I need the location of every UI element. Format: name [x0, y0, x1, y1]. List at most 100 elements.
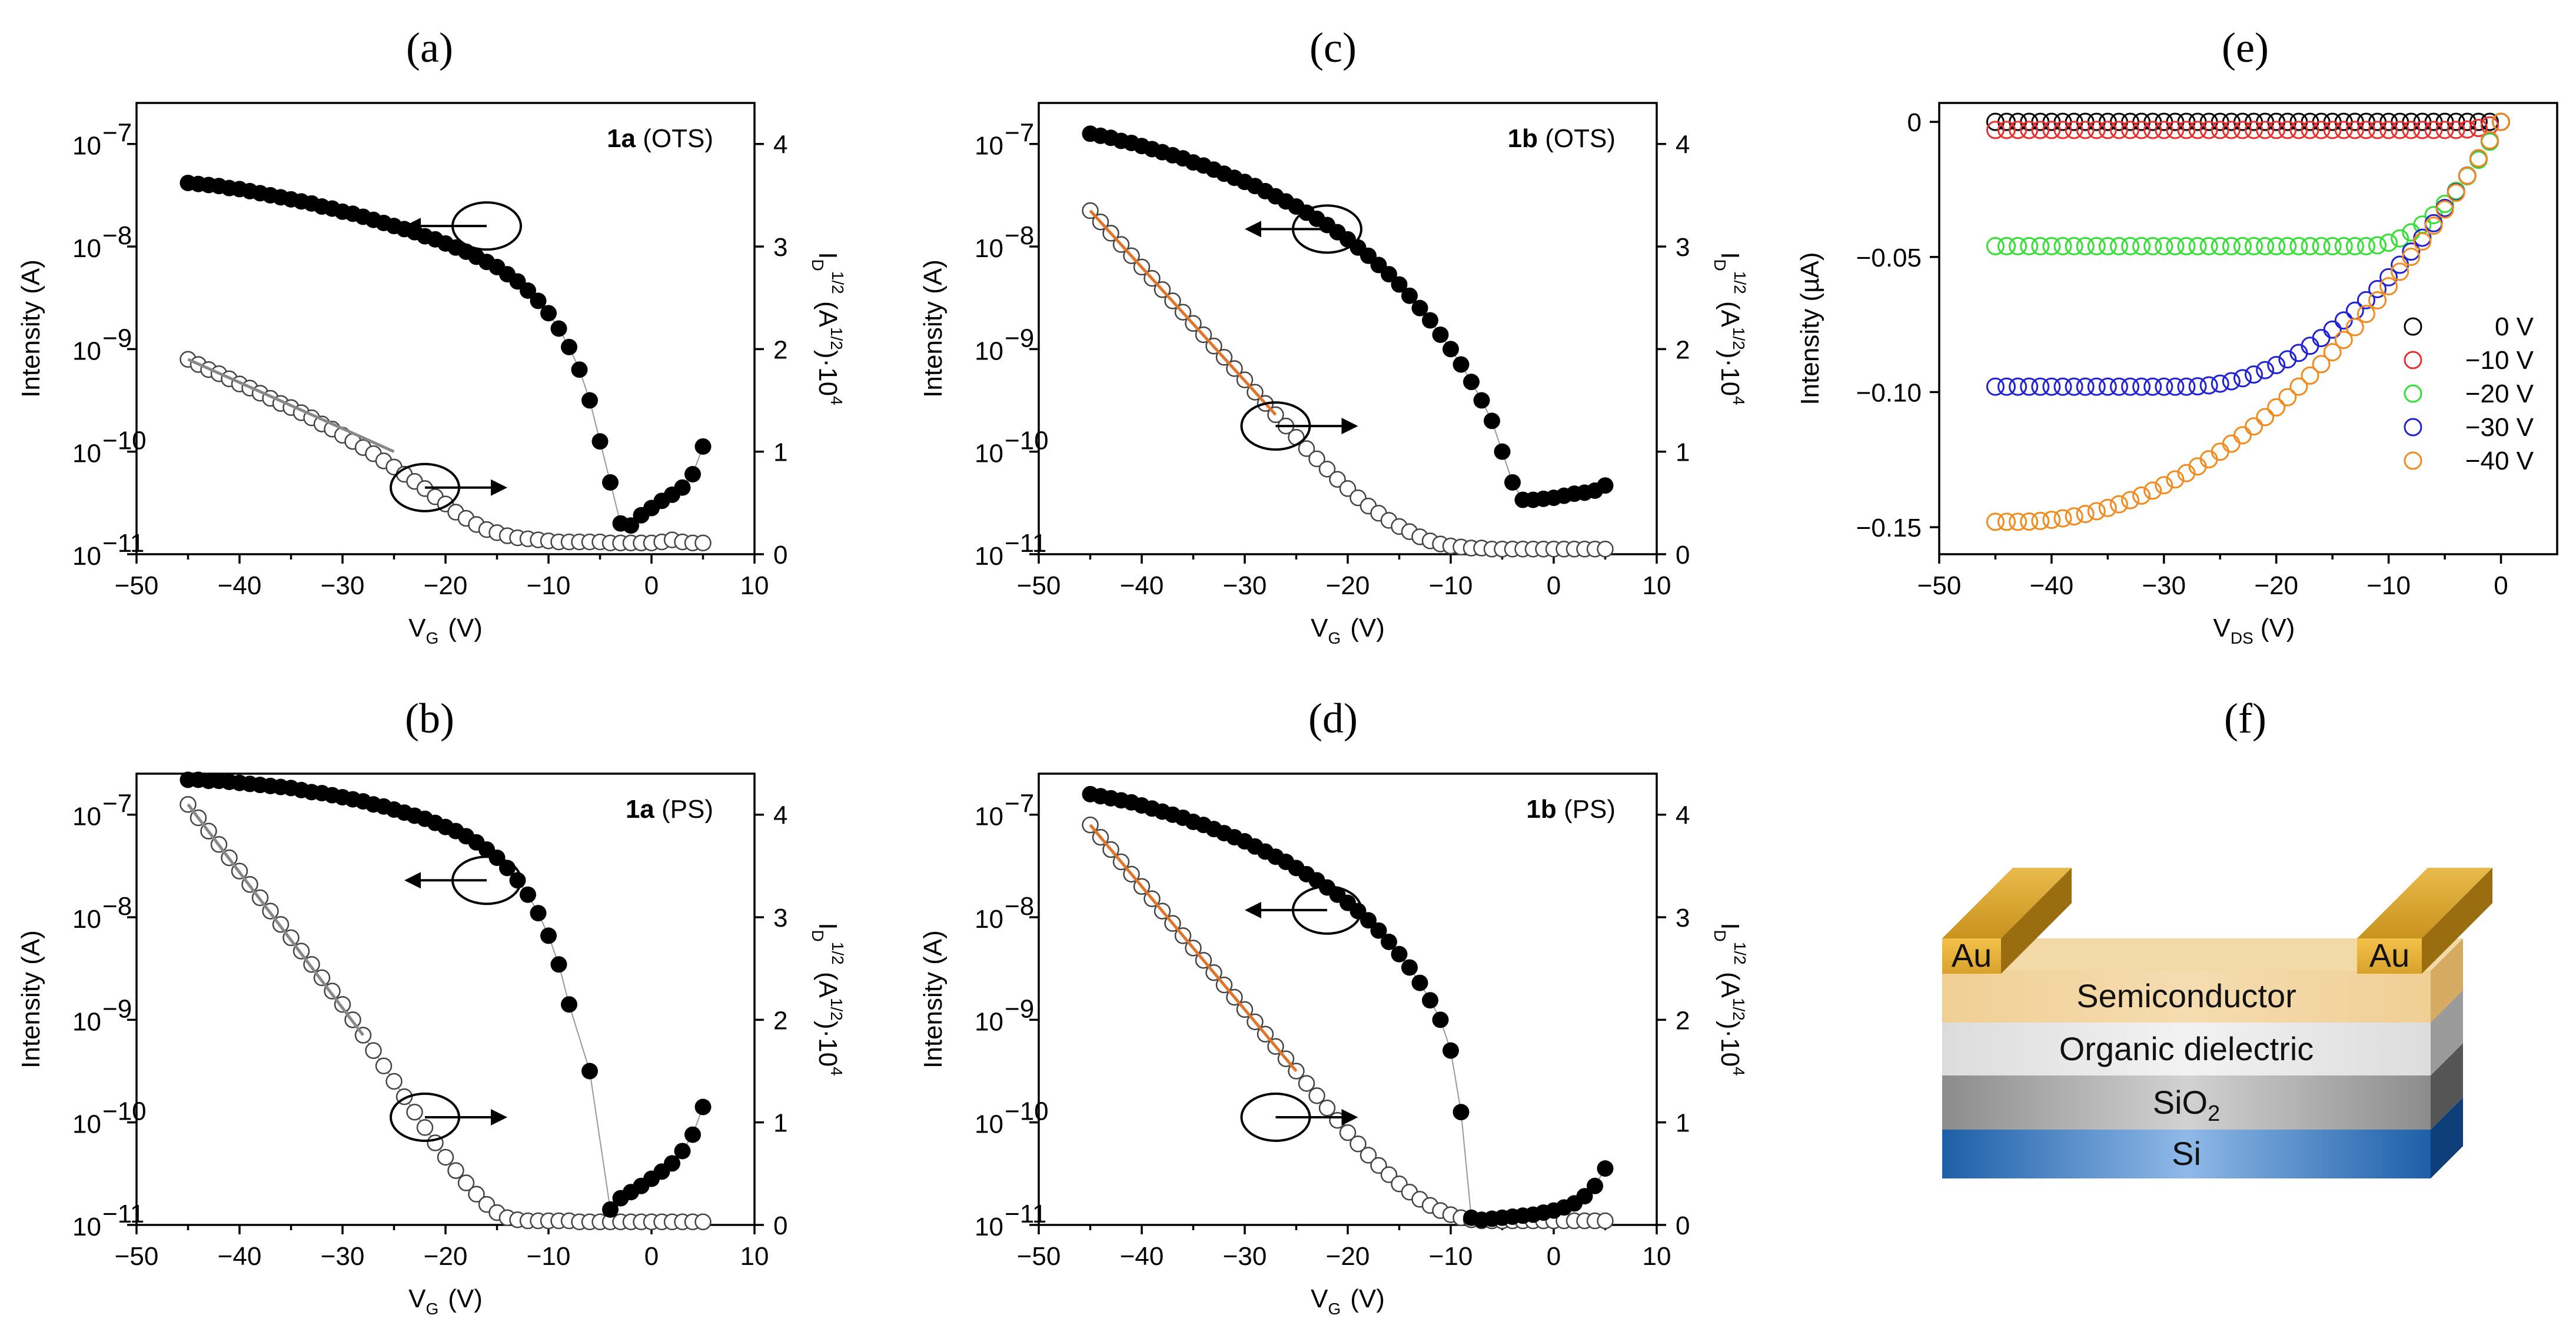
sqrt-data-point: [375, 1057, 393, 1075]
output-data-point: [2188, 377, 2207, 396]
y-axis-title-right-part: I: [813, 252, 842, 259]
y-tick-label-right: 3: [773, 904, 787, 933]
y-tick-label-right: 1: [773, 438, 787, 467]
output-data-point: [2492, 112, 2511, 131]
y-axis-title-right-part: (A: [813, 294, 842, 328]
output-data-point: [2132, 121, 2151, 139]
series-annotation: 1b (PS): [1526, 795, 1616, 824]
sqrt-data-point: [457, 1174, 475, 1191]
log-data-point: [1422, 312, 1438, 329]
log-data-point: [1391, 945, 1408, 963]
log-data-point: [674, 479, 691, 496]
x-tick-label: −30: [2142, 571, 2186, 600]
log-data-point: [520, 886, 536, 903]
y-tick-label-left: 10: [975, 1007, 1003, 1036]
x-tick-label: 0: [644, 1242, 659, 1271]
x-tick-label: −40: [1120, 571, 1164, 600]
output-data-point: [2413, 232, 2432, 251]
output-data-point: [2166, 377, 2185, 396]
y-axis-title-right-part: D: [1711, 259, 1729, 271]
y-axis-title-right-part: I: [813, 923, 842, 930]
y-axis-title-left: Intensity (A): [16, 259, 45, 398]
output-data-point: [2211, 237, 2229, 255]
legend-marker: [2404, 418, 2422, 437]
y-tick-label-left: 10: [72, 234, 101, 263]
sqrt-data-point: [406, 1104, 423, 1121]
left-axis-arrow-head: [1245, 901, 1261, 918]
output-data-point: [2391, 262, 2409, 281]
y-tick-label-exponent: −7: [1005, 790, 1034, 818]
sqrt-data-point: [694, 1213, 712, 1231]
output-data-point: [2009, 377, 2027, 396]
right-axis-arrow-head: [491, 1108, 507, 1125]
output-data-point: [2087, 121, 2106, 139]
y-tick-label-exponent: −8: [1005, 221, 1034, 250]
x-tick-label: −20: [1326, 1242, 1370, 1271]
x-tick-label: −30: [1223, 1242, 1267, 1271]
output-data-point: [2087, 502, 2106, 521]
x-axis-title-unit: (V): [1350, 614, 1385, 642]
si-label: Si: [2172, 1135, 2201, 1172]
output-data-point: [2345, 237, 2364, 255]
x-tick-label: 10: [1643, 1242, 1671, 1271]
legend-marker: [2404, 384, 2422, 403]
output-data-point: [2177, 377, 2196, 396]
y-tick-label-exponent: −9: [1005, 324, 1034, 352]
panel-label-e: (e): [2222, 24, 2269, 71]
y-tick-label-left: 10: [975, 234, 1003, 263]
y-axis-title-right: ID1/2 (A1/2)·104: [1711, 252, 1749, 405]
output-data-point: [2233, 369, 2252, 388]
semiconductor-side: [2431, 938, 2463, 1023]
output-data-point: [2143, 377, 2162, 396]
log-data-point: [694, 1098, 712, 1115]
log-data-point: [602, 1201, 619, 1218]
output-data-point: [2345, 121, 2364, 139]
x-tick-label: 10: [1643, 571, 1671, 600]
y-axis-title-left: Intensity (A): [16, 930, 45, 1068]
y-axis-title-left: Intensity (A): [919, 930, 948, 1068]
output-data-point: [2132, 486, 2151, 505]
output-data-point: [1986, 377, 2005, 396]
y-tick-label-right: 1: [1676, 1109, 1690, 1138]
output-data-point: [2121, 491, 2140, 510]
output-data-point: [2379, 121, 2398, 139]
output-data-point: [2458, 166, 2477, 185]
sqrt-data-point: [1329, 471, 1346, 488]
series-annotation-compound: 1b: [1526, 795, 1564, 824]
series-annotation-compound: 1a: [626, 795, 662, 824]
log-data-point: [1401, 959, 1418, 976]
output-data-point: [2109, 237, 2128, 255]
legend-marker: [2404, 351, 2422, 369]
output-data-point: [2076, 121, 2095, 139]
y-axis-title-right: ID1/2 (A1/2)·104: [1711, 923, 1749, 1075]
output-data-point: [2379, 234, 2398, 252]
y-axis-title-right-part: 1/2: [829, 942, 847, 965]
log-data-point: [540, 927, 557, 944]
sqrt-data-point: [1298, 1075, 1315, 1092]
y-axis-title-right-part: D: [1711, 930, 1729, 942]
x-axis-title-sub: DS: [2231, 629, 2253, 647]
x-tick-label: −10: [2366, 571, 2411, 600]
log-data-point: [1597, 477, 1614, 494]
y-tick-label-exponent: −10: [102, 427, 147, 455]
y-axis-title-right-part: D: [809, 259, 827, 271]
output-data-point: [2289, 377, 2308, 396]
output-data-point: [2166, 470, 2185, 489]
panel-label-b: (b): [405, 695, 454, 742]
output-data-point: [2256, 408, 2275, 427]
output-data-point: [2199, 237, 2218, 255]
x-tick-label: −20: [424, 1242, 468, 1271]
output-data-point: [2188, 237, 2207, 255]
au-right-top: [2357, 868, 2492, 938]
sqrt-data-point: [365, 1042, 382, 1059]
series-annotation-layer: (PS): [662, 795, 713, 824]
y-axis-title-right-part: 4: [827, 1067, 846, 1076]
output-data-point: [2031, 377, 2050, 396]
legend-marker: [2404, 317, 2422, 336]
log-data-point: [1494, 443, 1511, 460]
output-data-point: [2098, 498, 2117, 517]
x-tick-label: −10: [527, 571, 571, 600]
series-annotation: 1b (OTS): [1508, 124, 1616, 153]
au-right-label: Au: [2369, 937, 2410, 974]
sio2-side: [2431, 1043, 2463, 1130]
